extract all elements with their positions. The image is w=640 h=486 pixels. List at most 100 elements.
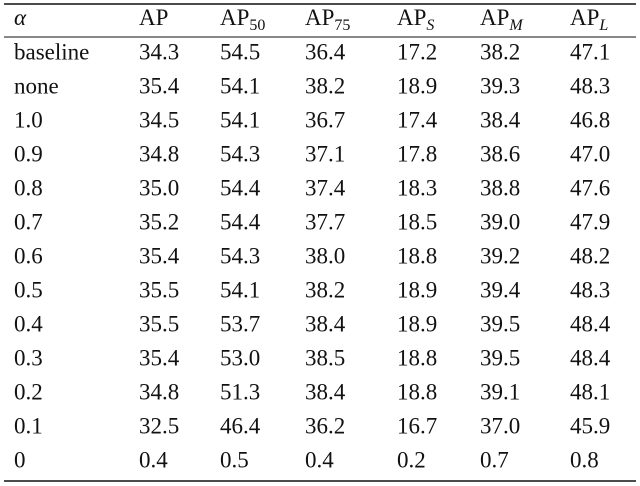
value-cell: 38.5 xyxy=(305,345,345,370)
value-cell: 54.4 xyxy=(220,175,261,200)
value-cell: 46.8 xyxy=(570,107,610,132)
value-cell: 0.5 xyxy=(220,447,249,472)
value-cell: 35.5 xyxy=(139,277,179,302)
value-cell: 37.4 xyxy=(305,175,346,200)
header-cell: APM xyxy=(480,5,524,33)
value-cell: 51.3 xyxy=(220,379,260,404)
value-cell: 35.5 xyxy=(139,311,179,336)
value-cell: 18.9 xyxy=(397,73,437,98)
value-cell: 17.2 xyxy=(397,39,437,64)
value-cell: 38.8 xyxy=(480,175,520,200)
value-cell: 35.4 xyxy=(139,345,180,370)
header-cell: APS xyxy=(397,5,434,33)
value-cell: 17.4 xyxy=(397,107,438,132)
value-cell: 18.9 xyxy=(397,277,437,302)
value-cell: 39.2 xyxy=(480,243,520,268)
header-cell: α xyxy=(14,5,27,30)
row-label: 0.6 xyxy=(14,243,43,268)
value-cell: 54.1 xyxy=(220,107,260,132)
value-cell: 18.5 xyxy=(397,209,437,234)
row-label: 0.8 xyxy=(14,175,43,200)
header-text: AP xyxy=(397,5,426,30)
value-cell: 18.3 xyxy=(397,175,437,200)
value-cell: 48.3 xyxy=(570,277,610,302)
value-cell: 0.4 xyxy=(139,447,168,472)
value-cell: 38.0 xyxy=(305,243,345,268)
value-cell: 32.5 xyxy=(139,413,179,438)
header-subscript: 75 xyxy=(334,17,350,34)
header-text: AP xyxy=(139,5,168,30)
value-cell: 34.8 xyxy=(139,379,179,404)
value-cell: 47.9 xyxy=(570,209,610,234)
header-text: α xyxy=(14,5,27,30)
header-subscript: 50 xyxy=(249,17,265,34)
value-cell: 37.1 xyxy=(305,141,345,166)
row-label: baseline xyxy=(14,39,89,64)
value-cell: 39.1 xyxy=(480,379,520,404)
value-cell: 38.4 xyxy=(480,107,521,132)
value-cell: 18.8 xyxy=(397,379,437,404)
value-cell: 45.9 xyxy=(570,413,610,438)
value-cell: 39.0 xyxy=(480,209,520,234)
value-cell: 39.4 xyxy=(480,277,521,302)
value-cell: 18.8 xyxy=(397,243,437,268)
header-subscript: S xyxy=(426,17,434,34)
value-cell: 48.4 xyxy=(570,311,611,336)
header-subscript: L xyxy=(598,17,608,34)
value-cell: 53.7 xyxy=(220,311,260,336)
header-text: AP xyxy=(570,5,599,30)
value-cell: 35.0 xyxy=(139,175,179,200)
value-cell: 46.4 xyxy=(220,413,261,438)
value-cell: 36.4 xyxy=(305,39,346,64)
value-cell: 48.4 xyxy=(570,345,611,370)
value-cell: 0.8 xyxy=(570,447,599,472)
value-cell: 34.5 xyxy=(139,107,179,132)
value-cell: 38.2 xyxy=(480,39,520,64)
value-cell: 38.2 xyxy=(305,73,345,98)
value-cell: 34.8 xyxy=(139,141,179,166)
value-cell: 47.0 xyxy=(570,141,610,166)
header-cell: APL xyxy=(570,5,608,33)
header-text: AP xyxy=(305,5,334,30)
value-cell: 54.4 xyxy=(220,209,261,234)
value-cell: 48.3 xyxy=(570,73,610,98)
row-label: 0 xyxy=(14,447,26,472)
value-cell: 0.4 xyxy=(305,447,334,472)
row-label: 1.0 xyxy=(14,107,43,132)
value-cell: 37.0 xyxy=(480,413,520,438)
row-label: 0.1 xyxy=(14,413,43,438)
value-cell: 54.1 xyxy=(220,277,260,302)
value-cell: 47.6 xyxy=(570,175,610,200)
value-cell: 39.3 xyxy=(480,73,520,98)
header-cell: AP50 xyxy=(220,5,265,33)
value-cell: 38.4 xyxy=(305,379,346,404)
value-cell: 38.4 xyxy=(305,311,346,336)
row-label: 0.2 xyxy=(14,379,43,404)
value-cell: 36.7 xyxy=(305,107,345,132)
row-label: 0.4 xyxy=(14,311,43,336)
value-cell: 18.8 xyxy=(397,345,437,370)
value-cell: 54.1 xyxy=(220,73,260,98)
value-cell: 54.3 xyxy=(220,141,260,166)
value-cell: 17.8 xyxy=(397,141,437,166)
value-cell: 39.5 xyxy=(480,345,520,370)
row-label: none xyxy=(14,73,59,98)
header-subscript: M xyxy=(508,17,524,34)
header-cell: AP75 xyxy=(305,5,350,33)
value-cell: 38.6 xyxy=(480,141,520,166)
value-cell: 48.2 xyxy=(570,243,610,268)
row-label: 0.5 xyxy=(14,277,43,302)
header-cell: AP xyxy=(139,5,168,30)
row-label: 0.9 xyxy=(14,141,43,166)
value-cell: 48.1 xyxy=(570,379,610,404)
value-cell: 53.0 xyxy=(220,345,260,370)
row-label: 0.7 xyxy=(14,209,43,234)
value-cell: 38.2 xyxy=(305,277,345,302)
value-cell: 34.3 xyxy=(139,39,179,64)
value-cell: 39.5 xyxy=(480,311,520,336)
value-cell: 54.5 xyxy=(220,39,260,64)
value-cell: 18.9 xyxy=(397,311,437,336)
value-cell: 47.1 xyxy=(570,39,610,64)
value-cell: 54.3 xyxy=(220,243,260,268)
